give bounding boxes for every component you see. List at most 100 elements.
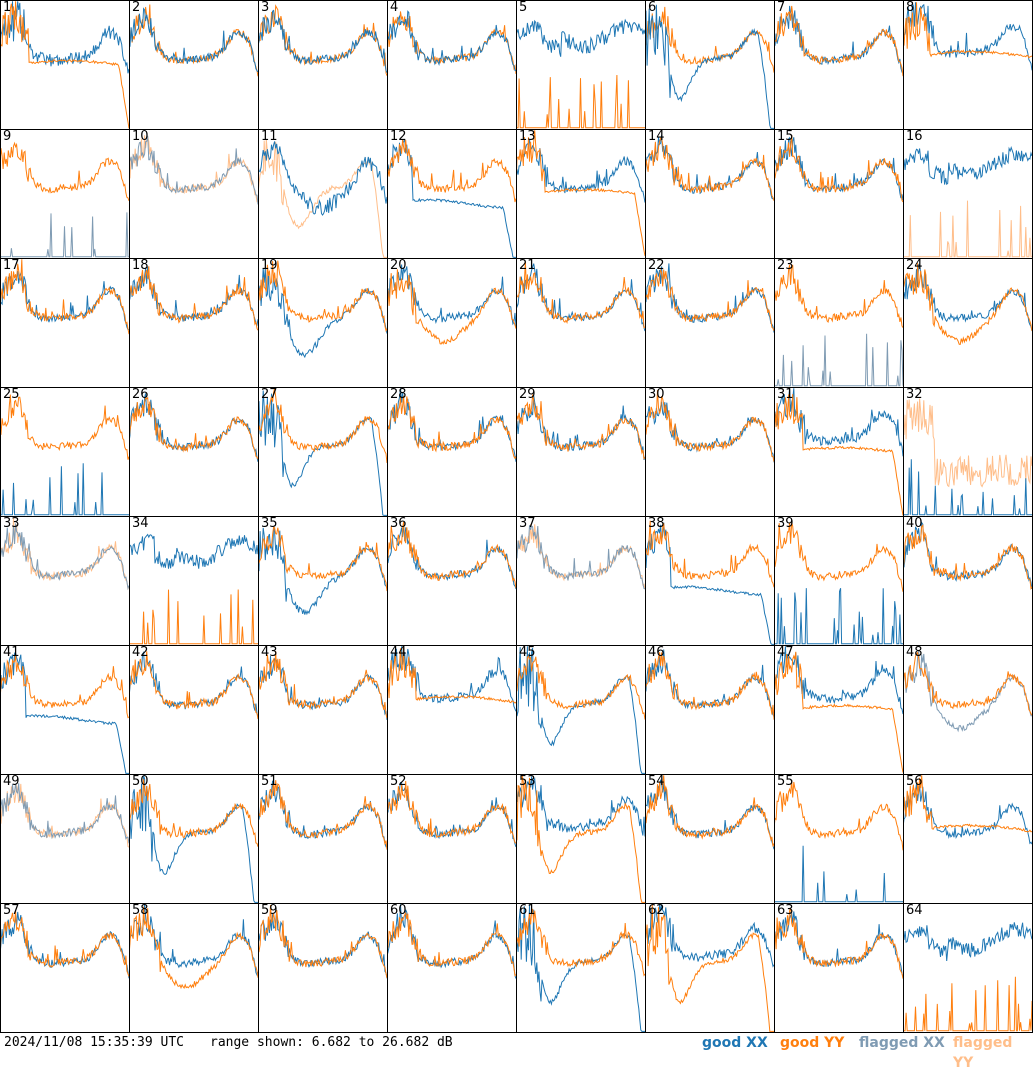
spectrum-plot [516, 258, 646, 388]
yy-trace [774, 394, 904, 516]
yy-trace [129, 4, 259, 77]
spectrum-plot [0, 903, 130, 1033]
panel-number: 31 [777, 387, 794, 402]
spectrum-plot [645, 0, 775, 130]
spectrum-plot [387, 645, 517, 775]
spectrum-panel: 53 [516, 774, 646, 904]
yy-trace [516, 775, 645, 903]
yy-trace [903, 651, 1033, 716]
spectrum-panel: 46 [645, 645, 775, 775]
panel-number: 27 [261, 387, 278, 402]
spectrum-panel: 59 [258, 903, 388, 1033]
spectrum-panel: 6 [645, 0, 775, 130]
spectrum-panel: 60 [387, 903, 517, 1033]
panel-number: 17 [3, 258, 20, 273]
spectrum-panel: 48 [903, 645, 1033, 775]
panel-number: 18 [132, 258, 149, 273]
panel-number: 28 [390, 387, 407, 402]
spectrum-panel: 32 [903, 387, 1033, 517]
panel-number: 6 [648, 0, 657, 15]
spectrum-plot [129, 516, 259, 646]
spectrum-plot [129, 387, 259, 517]
panel-number: 23 [777, 258, 794, 273]
spectrum-panel: 30 [645, 387, 775, 517]
yy-trace [387, 646, 517, 704]
spectrum-plot [387, 387, 517, 517]
spectrum-plot [903, 645, 1033, 775]
panel-border [0, 387, 130, 517]
spectrum-plot [0, 516, 130, 646]
panel-number: 35 [261, 516, 278, 531]
xx-trace [387, 138, 516, 258]
panel-number: 58 [132, 903, 149, 918]
xx-trace [0, 271, 130, 331]
panel-border [129, 129, 259, 259]
panel-number: 13 [519, 129, 536, 144]
xx-trace [0, 463, 129, 516]
panel-number: 60 [390, 903, 407, 918]
spectrum-panel: 28 [387, 387, 517, 517]
spectrum-plot [645, 903, 775, 1033]
spectrum-panel: 44 [387, 645, 517, 775]
spectrum-panel: 24 [903, 258, 1033, 388]
spectrum-panel: 2 [129, 0, 259, 130]
yy-trace [129, 906, 259, 990]
panel-number: 5 [519, 0, 528, 15]
spectrum-panel: 13 [516, 129, 646, 259]
panel-border [258, 0, 388, 130]
xx-trace [0, 212, 129, 258]
spectrum-plot [774, 129, 904, 259]
panel-number: 7 [777, 0, 786, 15]
panel-border [903, 645, 1033, 775]
yy-trace [516, 130, 646, 256]
spectrum-panel: 50 [129, 774, 259, 904]
panel-border [903, 516, 1033, 646]
panel-border [258, 258, 388, 388]
xx-trace [387, 388, 517, 462]
panel-number: 62 [648, 903, 665, 918]
spectrum-plot [129, 774, 259, 904]
yy-trace [774, 521, 904, 592]
panel-border [903, 258, 1033, 388]
xx-trace [774, 136, 904, 201]
yy-trace [645, 904, 774, 1032]
panel-number: 44 [390, 645, 407, 660]
spectrum-panel: 33 [0, 516, 130, 646]
panel-number: 59 [261, 903, 278, 918]
xx-trace [774, 588, 903, 645]
yy-trace [774, 5, 904, 77]
xx-trace [645, 4, 774, 129]
spectrum-plot [774, 258, 904, 388]
spectrum-plot [516, 129, 646, 259]
spectrum-panel: 64 [903, 903, 1033, 1033]
spectrum-panel: 23 [774, 258, 904, 388]
spectrum-plot [387, 903, 517, 1033]
yy-trace [387, 139, 517, 203]
yy-trace [258, 4, 388, 76]
spectrum-plot [903, 258, 1033, 388]
spectrum-plot [774, 387, 904, 517]
panel-number: 9 [3, 129, 12, 144]
spectrum-panel: 11 [258, 129, 388, 259]
yy-trace [0, 259, 130, 335]
panel-border [258, 774, 388, 904]
xx-trace [387, 264, 517, 327]
spectrum-plot [774, 903, 904, 1033]
spectrum-panel: 7 [774, 0, 904, 130]
panel-border [387, 645, 517, 775]
spectrum-plot [387, 129, 517, 259]
spectrum-panel: 31 [774, 387, 904, 517]
legend-good-xx: good XX [702, 1035, 768, 1051]
spectrum-plot [387, 258, 517, 388]
spectrum-panel: 41 [0, 645, 130, 775]
spectrum-panel: 39 [774, 516, 904, 646]
panel-number: 33 [3, 516, 20, 531]
spectrum-panel: 61 [516, 903, 646, 1033]
yy-trace [645, 520, 775, 588]
xx-trace [258, 9, 388, 73]
panel-border [258, 129, 388, 259]
spectrum-plot [903, 387, 1033, 517]
xx-trace [903, 922, 1033, 962]
spectrum-panel: 29 [516, 387, 646, 517]
spectrum-panel: 40 [903, 516, 1033, 646]
